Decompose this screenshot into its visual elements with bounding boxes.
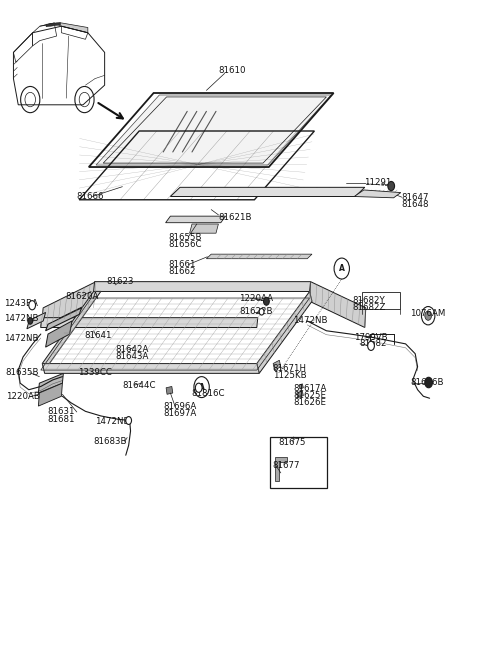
Polygon shape bbox=[46, 22, 60, 27]
Text: 81677: 81677 bbox=[273, 461, 300, 470]
Text: 81816C: 81816C bbox=[191, 388, 225, 398]
Text: 81623: 81623 bbox=[107, 277, 134, 286]
Text: 81625E: 81625E bbox=[294, 391, 327, 400]
Polygon shape bbox=[41, 282, 96, 328]
Text: 81656C: 81656C bbox=[168, 240, 202, 249]
Text: 81643A: 81643A bbox=[115, 352, 149, 362]
Text: 81610: 81610 bbox=[218, 66, 246, 75]
Text: 1243BA: 1243BA bbox=[4, 299, 38, 309]
Polygon shape bbox=[46, 308, 82, 331]
Polygon shape bbox=[257, 291, 312, 373]
Polygon shape bbox=[42, 291, 101, 364]
Polygon shape bbox=[354, 190, 401, 198]
Circle shape bbox=[421, 307, 435, 325]
Text: 1799VB: 1799VB bbox=[354, 333, 388, 343]
Circle shape bbox=[425, 377, 432, 388]
Polygon shape bbox=[297, 391, 303, 398]
Circle shape bbox=[126, 417, 132, 424]
Text: 81682Y: 81682Y bbox=[353, 296, 385, 305]
Polygon shape bbox=[38, 373, 63, 393]
Text: 81644C: 81644C bbox=[122, 381, 156, 390]
Bar bbox=[362, 292, 400, 309]
Polygon shape bbox=[41, 318, 258, 328]
Polygon shape bbox=[40, 23, 88, 33]
Polygon shape bbox=[166, 216, 226, 223]
Text: 81682Z: 81682Z bbox=[353, 303, 386, 312]
Polygon shape bbox=[46, 321, 72, 347]
Polygon shape bbox=[299, 384, 303, 389]
Bar bbox=[270, 437, 327, 488]
Polygon shape bbox=[206, 254, 312, 259]
Text: 1472NB: 1472NB bbox=[4, 334, 38, 343]
Circle shape bbox=[29, 301, 36, 310]
Polygon shape bbox=[27, 312, 46, 329]
Polygon shape bbox=[166, 386, 173, 394]
Circle shape bbox=[28, 318, 33, 324]
Text: 1472NB: 1472NB bbox=[4, 314, 38, 324]
Circle shape bbox=[195, 383, 202, 392]
Text: 1472NB: 1472NB bbox=[95, 417, 130, 426]
Text: 81671H: 81671H bbox=[273, 364, 307, 373]
Text: 81641: 81641 bbox=[84, 331, 111, 340]
Polygon shape bbox=[42, 364, 259, 373]
Text: 81620A: 81620A bbox=[66, 291, 99, 301]
Circle shape bbox=[368, 341, 374, 350]
Text: 81642A: 81642A bbox=[115, 345, 149, 354]
Polygon shape bbox=[275, 457, 287, 481]
Polygon shape bbox=[273, 360, 281, 370]
Circle shape bbox=[259, 309, 264, 315]
Polygon shape bbox=[94, 282, 311, 291]
Text: 1472NB: 1472NB bbox=[293, 316, 327, 326]
Circle shape bbox=[388, 181, 395, 191]
Text: 81675: 81675 bbox=[278, 438, 306, 447]
Text: 1339CC: 1339CC bbox=[78, 367, 112, 377]
Text: 81647: 81647 bbox=[402, 193, 429, 202]
Polygon shape bbox=[170, 187, 365, 196]
Polygon shape bbox=[96, 95, 331, 165]
Text: 81635B: 81635B bbox=[6, 368, 39, 377]
Text: 81622B: 81622B bbox=[239, 307, 273, 316]
Text: 81696A: 81696A bbox=[163, 402, 196, 411]
Text: A: A bbox=[339, 264, 345, 273]
Text: A: A bbox=[199, 383, 204, 392]
Text: 1220AA: 1220AA bbox=[239, 293, 273, 303]
Polygon shape bbox=[310, 282, 366, 328]
Text: 81621B: 81621B bbox=[218, 213, 252, 222]
Text: 1076AM: 1076AM bbox=[410, 309, 446, 318]
Polygon shape bbox=[190, 224, 218, 233]
Circle shape bbox=[425, 311, 432, 320]
Text: 11291: 11291 bbox=[364, 178, 391, 187]
Text: 81648: 81648 bbox=[402, 200, 429, 209]
Text: 81617A: 81617A bbox=[294, 384, 327, 393]
Text: 81666: 81666 bbox=[77, 192, 104, 201]
Text: 81697A: 81697A bbox=[163, 409, 196, 419]
Text: 1125KB: 1125KB bbox=[273, 371, 306, 381]
Text: 81662: 81662 bbox=[168, 267, 195, 276]
Text: 81681: 81681 bbox=[47, 415, 74, 424]
Polygon shape bbox=[38, 383, 62, 406]
Text: 81626E: 81626E bbox=[294, 398, 327, 407]
Text: 81683B: 81683B bbox=[94, 437, 127, 446]
Text: 81655B: 81655B bbox=[168, 233, 202, 242]
Text: 1220AB: 1220AB bbox=[6, 392, 40, 402]
Text: 81661: 81661 bbox=[168, 260, 195, 269]
Circle shape bbox=[264, 297, 269, 305]
Text: 81686B: 81686B bbox=[410, 378, 444, 387]
Text: 81682: 81682 bbox=[359, 339, 386, 348]
Text: 81631: 81631 bbox=[47, 407, 74, 417]
